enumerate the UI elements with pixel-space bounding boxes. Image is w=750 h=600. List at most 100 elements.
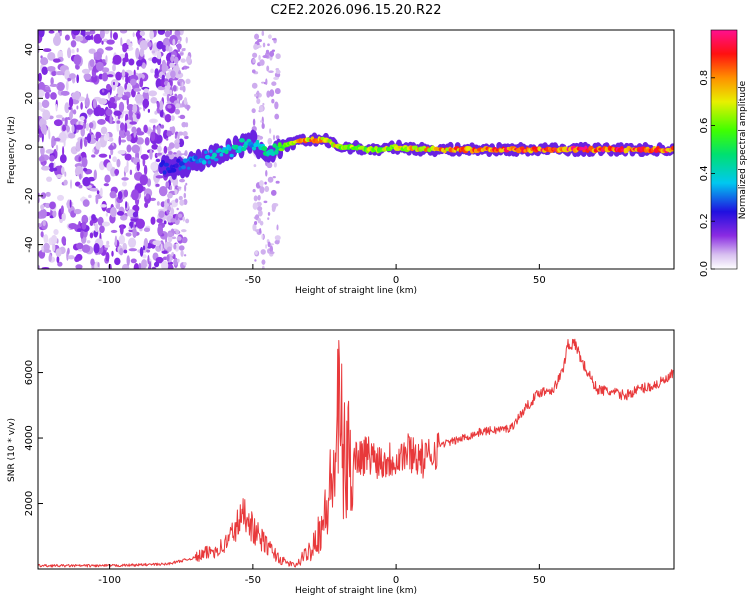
noise-speck bbox=[88, 194, 92, 199]
noise-speck bbox=[115, 71, 122, 81]
ridge-core bbox=[178, 166, 182, 171]
noise-speck bbox=[174, 93, 178, 98]
noise-speck bbox=[266, 162, 273, 169]
y-tick-label: 0 bbox=[24, 144, 35, 150]
noise-speck bbox=[105, 55, 108, 64]
noise-speck bbox=[67, 255, 75, 260]
noise-speck bbox=[130, 221, 134, 229]
y-tick-label: 40 bbox=[24, 43, 35, 56]
noise-speck bbox=[93, 33, 103, 44]
noise-speck bbox=[178, 153, 184, 156]
ridge-core bbox=[163, 162, 170, 167]
noise-speck bbox=[165, 72, 170, 79]
noise-speck bbox=[135, 137, 144, 145]
noise-speck bbox=[56, 256, 60, 264]
noise-speck bbox=[68, 96, 74, 108]
noise-speck bbox=[155, 256, 164, 264]
noise-speck bbox=[111, 250, 114, 257]
noise-speck bbox=[173, 243, 177, 250]
noise-speck bbox=[71, 49, 75, 54]
noise-speck bbox=[181, 67, 185, 70]
noise-speck bbox=[68, 73, 76, 80]
noise-speck bbox=[106, 132, 110, 138]
noise-speck bbox=[86, 133, 92, 144]
noise-speck bbox=[186, 55, 191, 64]
colorbar: 0.0 0.2 0.4 0.6 0.8 Normalized spectral ampl… bbox=[699, 29, 748, 277]
noise-speck bbox=[39, 208, 47, 219]
ridge-core bbox=[170, 167, 177, 173]
noise-speck bbox=[154, 68, 159, 76]
noise-speck bbox=[40, 231, 44, 238]
noise-speck bbox=[124, 122, 128, 133]
noise-speck bbox=[53, 137, 61, 142]
y-tick-label: 2000 bbox=[24, 491, 35, 516]
noise-speck bbox=[106, 39, 115, 45]
noise-speck bbox=[68, 223, 78, 230]
noise-speck bbox=[156, 201, 160, 206]
noise-speck bbox=[180, 249, 184, 257]
ridge-core bbox=[219, 152, 224, 157]
noise-speck bbox=[67, 47, 72, 59]
noise-speck bbox=[60, 90, 70, 96]
noise-speck bbox=[71, 30, 81, 36]
noise-speck bbox=[74, 35, 84, 42]
noise-speck bbox=[80, 102, 83, 110]
noise-speck bbox=[256, 44, 262, 48]
noise-speck bbox=[71, 124, 75, 133]
noise-speck bbox=[174, 134, 178, 139]
noise-speck bbox=[164, 113, 172, 123]
noise-speck bbox=[38, 72, 42, 82]
noise-speck bbox=[118, 234, 126, 245]
noise-speck bbox=[164, 40, 171, 46]
noise-speck bbox=[81, 244, 91, 253]
snr-frame bbox=[37, 329, 675, 570]
noise-speck bbox=[174, 30, 181, 36]
noise-speck bbox=[251, 69, 256, 74]
noise-speck bbox=[146, 249, 151, 253]
noise-speck bbox=[272, 134, 276, 141]
noise-speck bbox=[182, 216, 186, 222]
noise-speck bbox=[95, 61, 104, 72]
noise-speck bbox=[175, 229, 180, 235]
noise-speck bbox=[142, 98, 150, 109]
noise-speck bbox=[82, 167, 88, 172]
noise-speck bbox=[180, 58, 186, 63]
noise-speck bbox=[182, 131, 188, 137]
noise-speck bbox=[271, 49, 276, 52]
noise-speck bbox=[182, 85, 186, 93]
noise-speck bbox=[38, 133, 43, 138]
noise-speck bbox=[76, 47, 79, 53]
noise-speck bbox=[168, 89, 173, 96]
noise-speck bbox=[119, 247, 124, 256]
noise-speck bbox=[267, 137, 273, 145]
noise-speck bbox=[179, 114, 186, 120]
noise-speck bbox=[110, 206, 117, 218]
noise-speck bbox=[120, 139, 127, 143]
noise-speck bbox=[109, 96, 116, 103]
noise-speck bbox=[122, 242, 127, 252]
noise-speck bbox=[95, 141, 102, 150]
noise-speck bbox=[166, 209, 170, 215]
ridge-core bbox=[220, 149, 226, 154]
noise-speck bbox=[128, 43, 133, 47]
noise-speck bbox=[89, 187, 99, 192]
noise-speck bbox=[43, 242, 50, 251]
noise-speck bbox=[170, 115, 175, 121]
noise-speck bbox=[114, 168, 120, 176]
noise-speck bbox=[43, 234, 49, 244]
noise-speck bbox=[108, 102, 116, 109]
noise-speck bbox=[103, 183, 110, 187]
x-tick-label: -50 bbox=[245, 275, 261, 286]
noise-speck bbox=[56, 174, 63, 178]
noise-speck bbox=[106, 162, 113, 172]
noise-speck bbox=[252, 223, 257, 232]
noise-speck bbox=[155, 183, 160, 187]
noise-speck bbox=[92, 149, 95, 153]
noise-speck bbox=[119, 224, 124, 235]
noise-speck bbox=[107, 91, 111, 99]
noise-speck bbox=[264, 181, 267, 185]
noise-speck bbox=[166, 94, 170, 103]
noise-speck bbox=[58, 131, 67, 143]
noise-speck bbox=[64, 171, 67, 177]
